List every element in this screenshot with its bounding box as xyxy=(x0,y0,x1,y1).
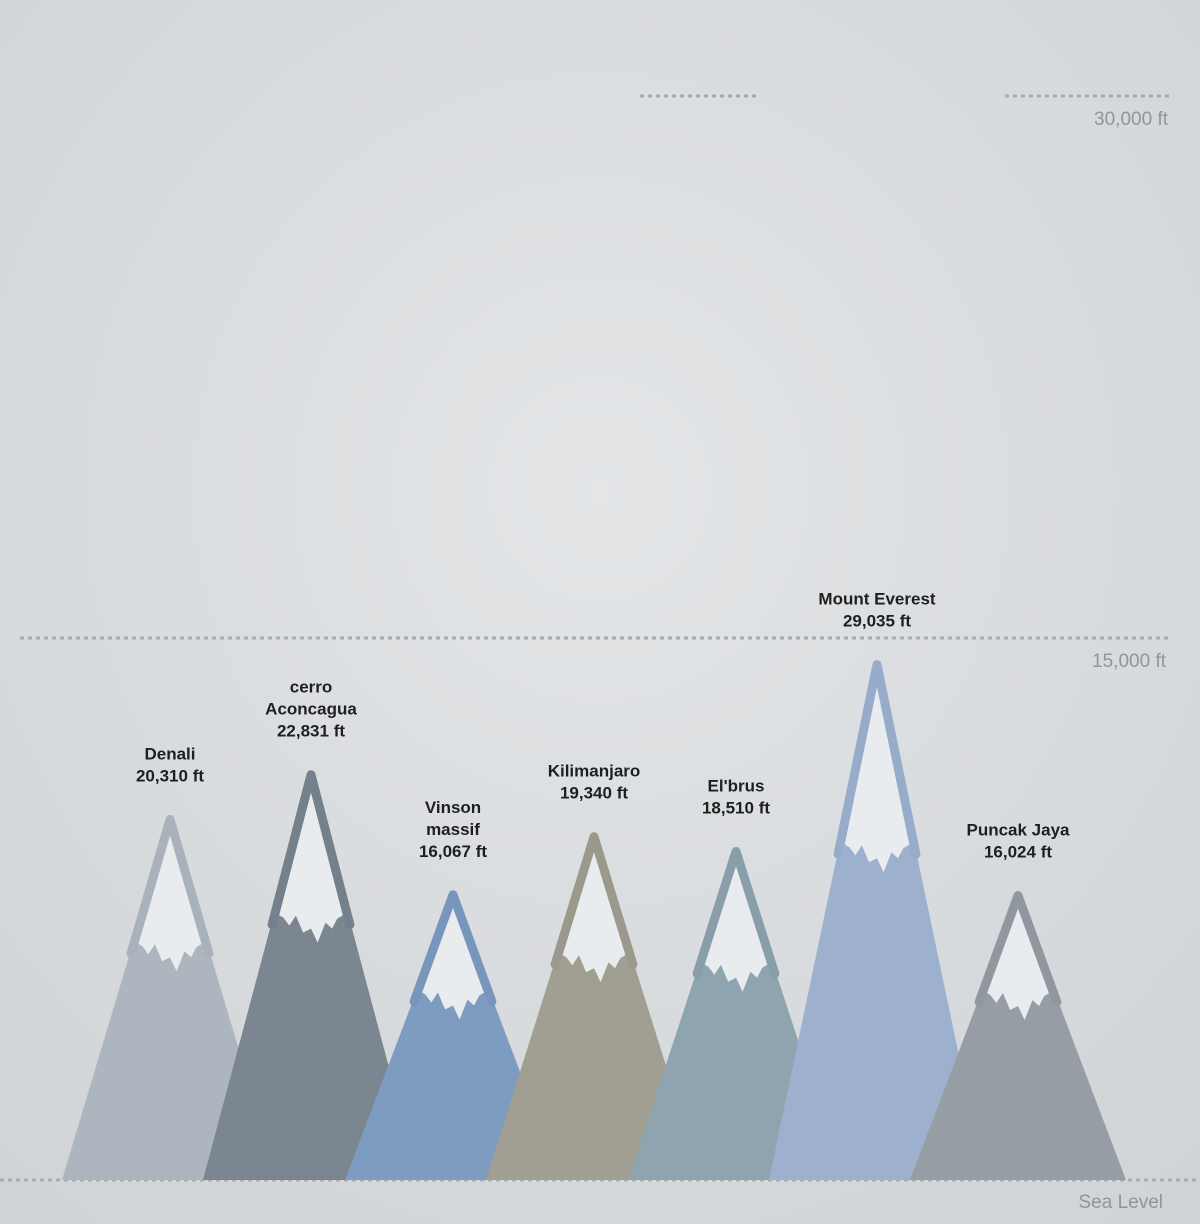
peak-height-label: 19,340 ft xyxy=(560,784,628,803)
peak-outline xyxy=(267,770,355,930)
peak-labels: Denali 20,310 ft cerro Aconcagua 22,831 ft Vi… xyxy=(136,590,1070,862)
peak-height-label: 16,024 ft xyxy=(984,843,1052,862)
peak-height-label: 18,510 ft xyxy=(702,798,770,817)
peak-name: massif xyxy=(426,820,480,839)
peak-height-label: 22,831 ft xyxy=(277,722,345,741)
peak-outline xyxy=(833,660,921,859)
peaks xyxy=(62,660,1126,1180)
peak xyxy=(345,890,561,1180)
peak xyxy=(910,891,1126,1180)
peak-outline xyxy=(126,814,214,958)
peak-name: cerro xyxy=(290,678,333,697)
peak-height-label: 29,035 ft xyxy=(843,612,911,631)
peak-outline xyxy=(550,832,638,969)
snow-cap xyxy=(137,825,203,972)
peak-body xyxy=(769,664,985,1180)
snow-cap xyxy=(844,670,910,873)
peak xyxy=(203,770,419,1180)
peak-body xyxy=(345,894,561,1180)
peak-height-label: 16,067 ft xyxy=(419,842,487,861)
peak-name: Vinson xyxy=(425,798,481,817)
peak-height-label: 20,310 ft xyxy=(136,766,204,785)
peak-name: Mount Everest xyxy=(818,590,935,609)
axis-labels: 30,000 ft 15,000 ft Sea Level xyxy=(1078,109,1168,1213)
peak-name: Aconcagua xyxy=(265,700,357,719)
peak xyxy=(769,660,985,1180)
peak-outline xyxy=(974,891,1062,1007)
snow-cap xyxy=(420,900,486,1020)
peak-name: Puncak Jaya xyxy=(966,821,1070,840)
reference-line-label: 30,000 ft xyxy=(1094,109,1169,130)
snow-cap xyxy=(561,842,627,983)
peak-body xyxy=(62,819,278,1180)
peak xyxy=(486,832,702,1180)
snow-cap xyxy=(985,901,1051,1020)
peak-body xyxy=(486,836,702,1180)
peak-name: El'brus xyxy=(708,776,765,795)
snow-cap xyxy=(703,857,769,992)
peak-name: Kilimanjaro xyxy=(548,762,641,781)
reference-line-label: 15,000 ft xyxy=(1092,651,1167,672)
peak-body xyxy=(203,774,419,1180)
peak-body xyxy=(910,895,1126,1180)
peak-outline xyxy=(409,890,497,1006)
reference-line-label: Sea Level xyxy=(1078,1192,1163,1213)
peak xyxy=(62,814,278,1180)
peak-name: Denali xyxy=(144,744,195,763)
snow-cap xyxy=(278,780,344,943)
peak-outline xyxy=(692,846,780,979)
